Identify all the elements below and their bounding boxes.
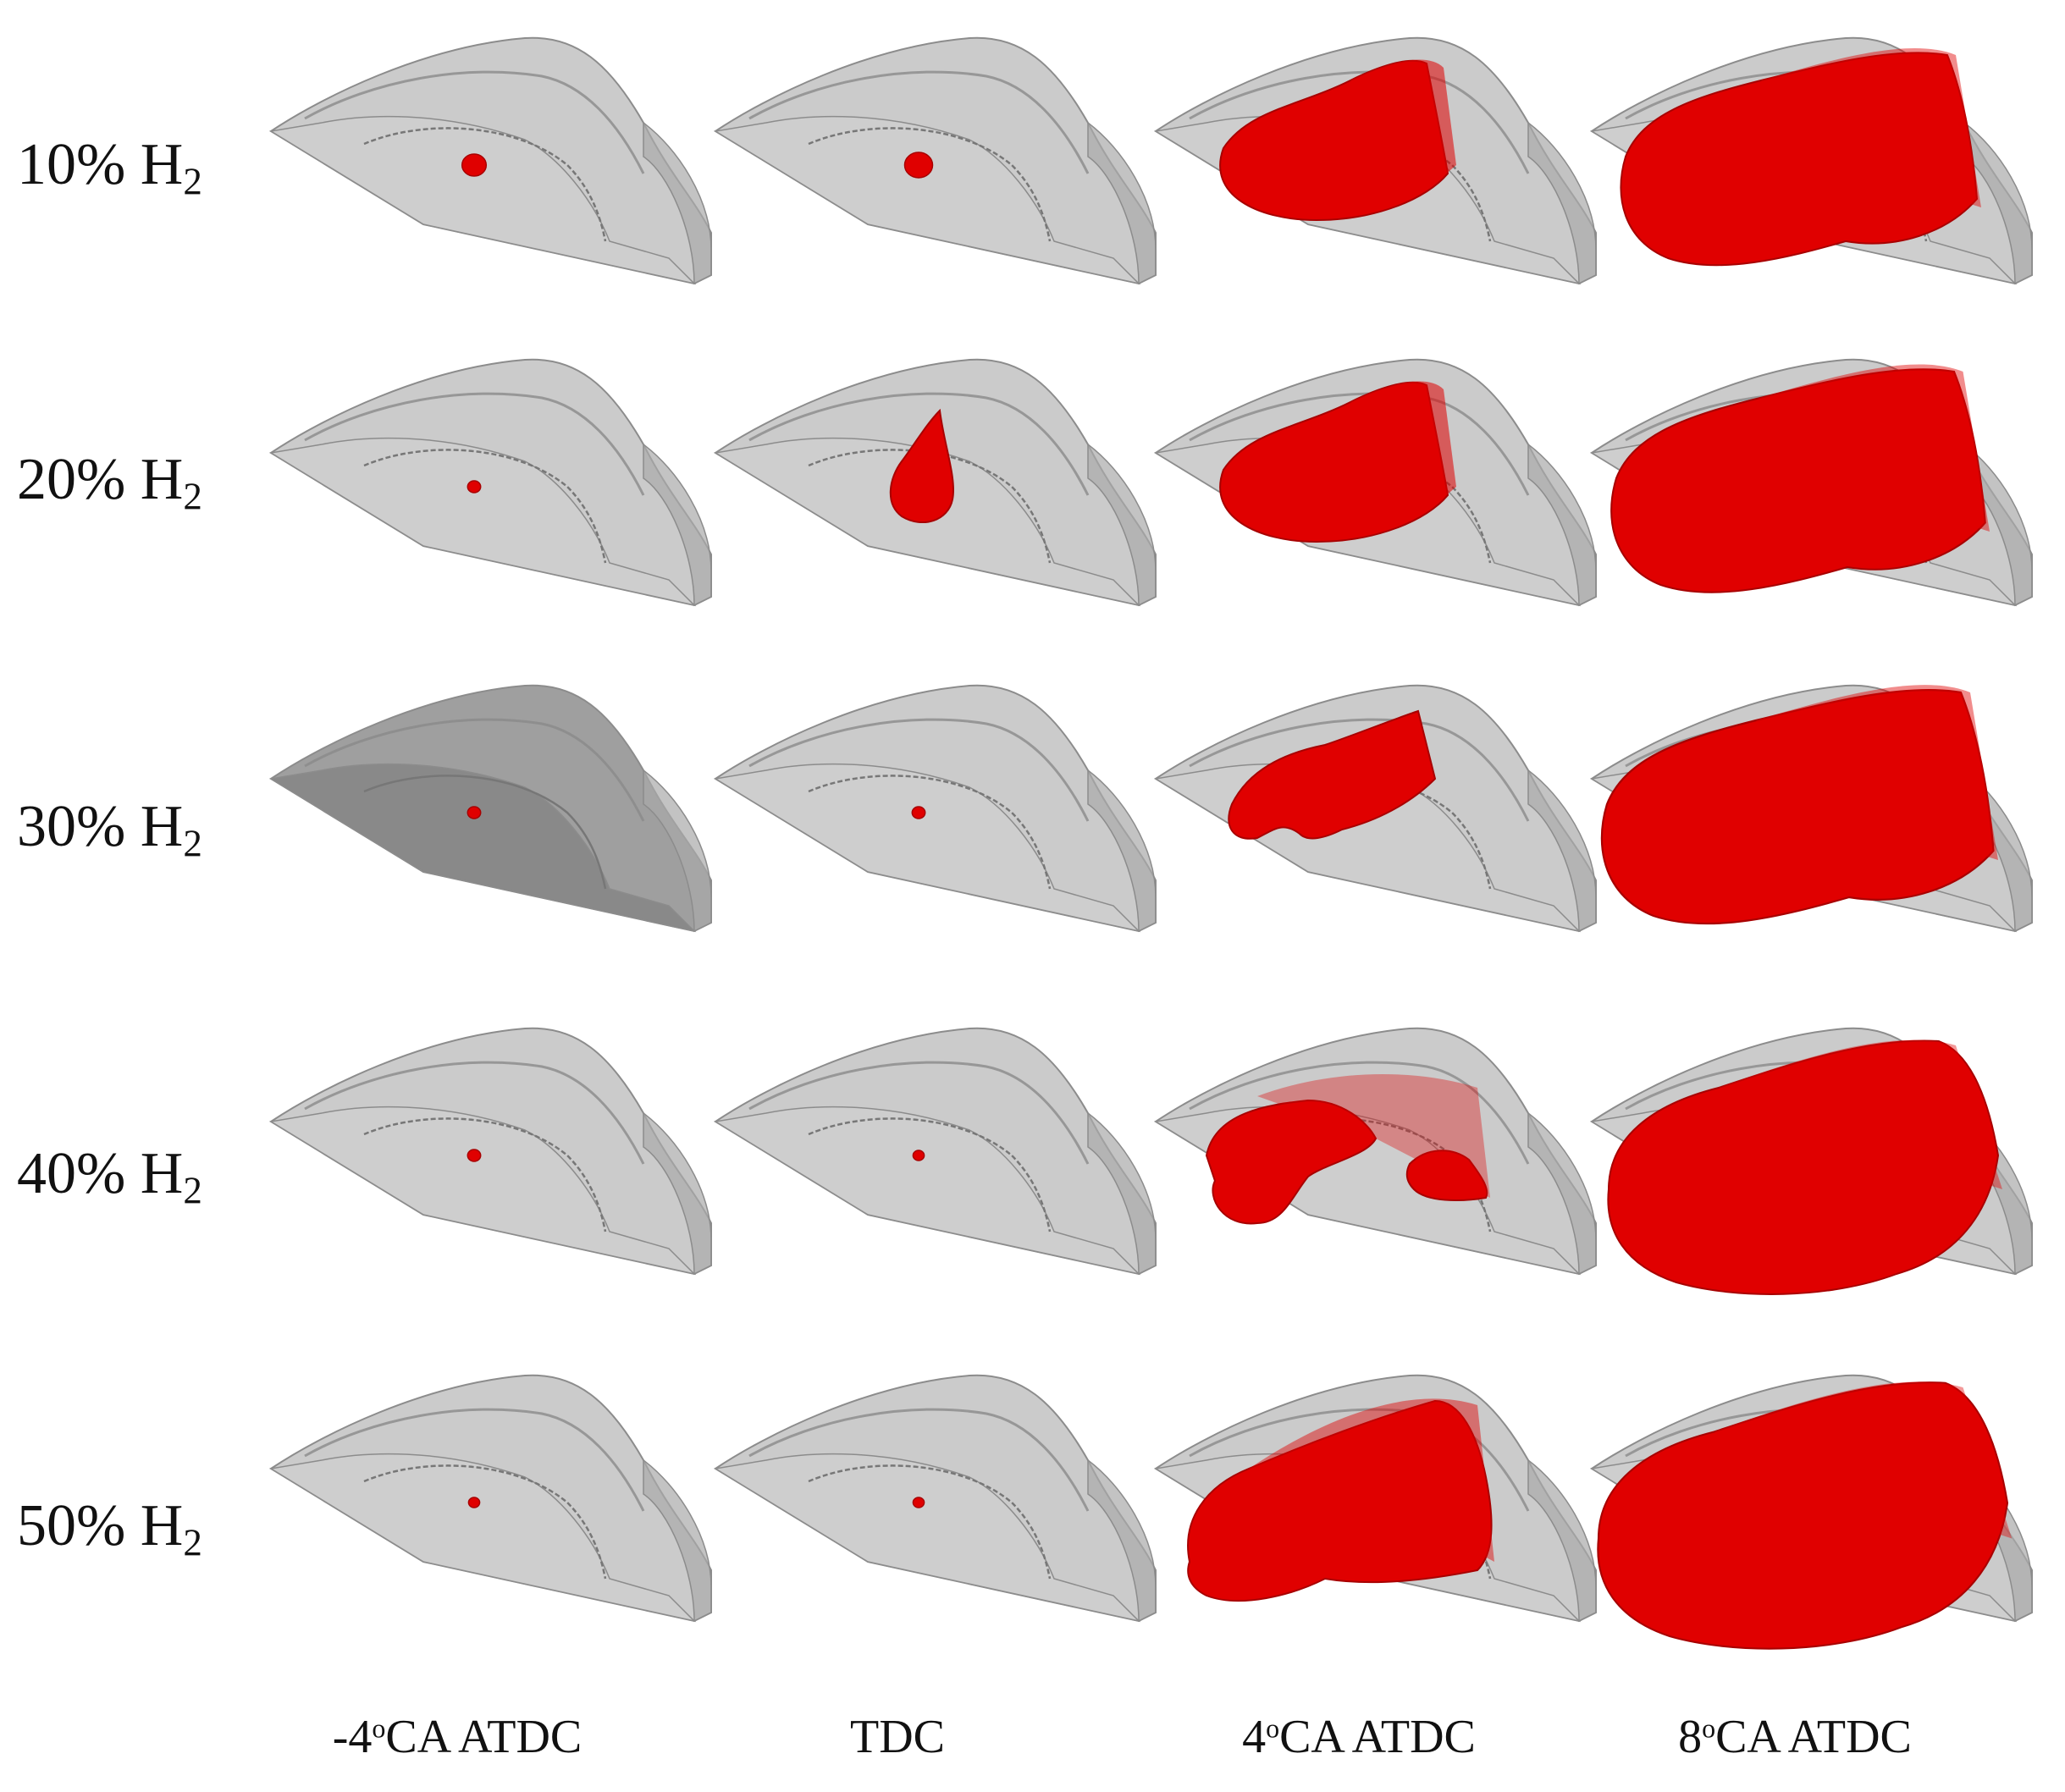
chamber-geometry [268,36,712,285]
flame-kernel [467,1149,482,1162]
flame-kernel [1610,364,1990,593]
col-label-tdc: TDC [850,1711,945,1763]
chamber-render [713,684,1157,933]
chamber-render [713,1374,1157,1623]
chamber-render [713,1027,1157,1276]
chamber-geometry [268,1027,712,1276]
flame-kernel [903,152,934,179]
chamber-render [1589,358,2033,607]
flame-kernel [912,1497,925,1508]
flame-kernel [1607,1039,2002,1295]
cell-50-h2-minus4-ca-atdc [268,1367,728,1646]
flame-kernel [461,153,488,177]
cell-50-h2-8-ca-atdc [1589,1367,2049,1650]
flame-kernel [912,1150,925,1161]
chamber-render [1589,684,2033,933]
row-label-20-h2: 20% H2 [17,447,202,518]
cell-10-h2-minus4-ca-atdc [268,30,728,309]
chamber-render [1589,1374,2033,1650]
chamber-render [713,36,1157,285]
chamber-render [268,684,712,933]
cell-10-h2-8-ca-atdc [1589,30,2049,309]
flame-kernel [467,480,482,493]
cell-40-h2-4-ca-atdc [1153,1020,1613,1299]
flame-kernel [467,1497,481,1508]
chamber-render [1153,36,1597,285]
chamber-render [268,36,712,285]
cell-30-h2-minus4-ca-atdc [268,677,728,957]
chamber-geometry [713,1027,1157,1276]
cell-20-h2-tdc [713,351,1173,631]
flame-kernel [889,408,954,524]
chamber-geometry [268,1374,712,1623]
cell-30-h2-8-ca-atdc [1589,677,2049,957]
row-label-50-h2: 50% H2 [17,1493,202,1564]
cell-10-h2-tdc [713,30,1173,309]
chamber-render [1153,1027,1597,1276]
row-label-10-h2: 10% H2 [17,132,202,203]
flame-kernel [1597,1381,2013,1650]
cell-20-h2-4-ca-atdc [1153,351,1613,631]
flame-kernel [467,806,482,819]
chamber-render [1589,1027,2033,1295]
cell-40-h2-tdc [713,1020,1173,1299]
cell-10-h2-4-ca-atdc [1153,30,1613,309]
cell-50-h2-4-ca-atdc [1153,1367,1613,1646]
col-label-8-ca-atdc: 8oCA ATDC [1678,1711,1912,1763]
chamber-render [268,1027,712,1276]
chamber-render [268,1374,712,1623]
flame-kernel [911,806,926,819]
cell-50-h2-tdc [713,1367,1173,1646]
cell-20-h2-minus4-ca-atdc [268,351,728,631]
chamber-geometry [713,36,1157,285]
chamber-render [268,358,712,607]
flame-kernel [1620,47,1981,267]
chamber-render [1153,684,1597,933]
chamber-geometry [268,358,712,607]
cell-40-h2-8-ca-atdc [1589,1020,2049,1299]
cell-30-h2-tdc [713,677,1173,957]
chamber-geometry [713,684,1157,933]
col-label-minus4-ca-atdc: -4oCA ATDC [332,1711,583,1763]
chamber-geometry [268,684,712,933]
flame-kernel [1205,1073,1490,1225]
flame-kernel [1600,685,1998,925]
row-label-30-h2: 30% H2 [17,794,202,865]
chamber-render [713,358,1157,607]
cell-40-h2-minus4-ca-atdc [268,1020,728,1299]
row-label-40-h2: 40% H2 [17,1141,202,1212]
chamber-render [1153,358,1597,607]
flame-kernel [1219,381,1456,543]
flame-kernel [1228,709,1437,840]
chamber-render [1589,36,2033,285]
chamber-geometry [713,1374,1157,1623]
col-label-4-ca-atdc: 4oCA ATDC [1242,1711,1476,1763]
flame-kernel [1187,1398,1494,1602]
flame-kernel [1219,59,1456,222]
chamber-render [1153,1374,1597,1623]
cell-30-h2-4-ca-atdc [1153,677,1613,957]
cell-20-h2-8-ca-atdc [1589,351,2049,631]
